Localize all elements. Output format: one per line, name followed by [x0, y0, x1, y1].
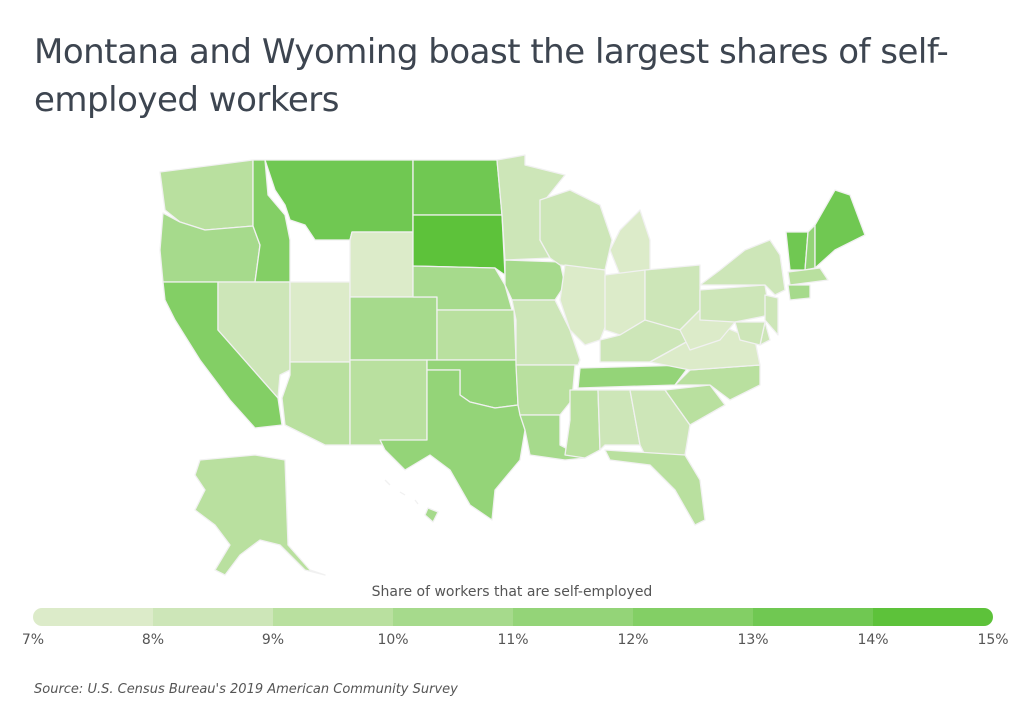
state-ny [699, 239, 786, 296]
us-choropleth-map [159, 154, 866, 576]
legend-tick: 12% [617, 632, 649, 648]
state-az [281, 361, 351, 446]
state-tn [577, 364, 691, 389]
legend-tick: 11% [497, 632, 529, 648]
legend-tick: 14% [857, 632, 889, 648]
chart-title: Montana and Wyoming boast the largest sh… [34, 32, 949, 120]
legend-bin-4 [513, 608, 633, 626]
legend-ticks: 7% 8% 9% 10% 11% 12% 13% 14% 15% [22, 632, 1009, 652]
state-ak [194, 454, 326, 576]
state-md [734, 321, 766, 346]
state-ks [436, 309, 517, 361]
legend-tick: 13% [737, 632, 769, 648]
legend-title: Share of workers that are self-employed [371, 584, 653, 600]
state-co [349, 296, 438, 361]
state-mi [609, 209, 651, 276]
state-nj [764, 294, 779, 336]
state-tx [379, 369, 526, 521]
legend-tick: 8% [141, 632, 165, 648]
state-me [814, 189, 866, 269]
legend-bin-6 [753, 608, 873, 626]
legend-bin-7 [873, 608, 993, 626]
source-note: Source: U.S. Census Bureau's 2019 Americ… [34, 682, 458, 697]
legend-tick: 10% [377, 632, 409, 648]
state-hi [384, 479, 439, 523]
state-mo [511, 299, 581, 366]
legend-bin-0 [33, 608, 153, 626]
state-wi [539, 189, 613, 271]
state-vt [785, 231, 809, 271]
state-ia [504, 259, 566, 301]
legend-color-scale [33, 608, 993, 626]
state-pa [699, 284, 771, 323]
state-nm [349, 359, 428, 446]
state-ut [289, 281, 351, 363]
state-fl [604, 449, 706, 526]
state-la [519, 414, 586, 461]
state-ms [564, 389, 601, 459]
legend-tick: 7% [21, 632, 45, 648]
legend-tick: 9% [261, 632, 285, 648]
legend-bin-3 [393, 608, 513, 626]
state-nd [412, 159, 503, 216]
state-al [597, 389, 641, 451]
state-ct [787, 284, 811, 301]
legend-bin-2 [273, 608, 393, 626]
state-ar [515, 364, 576, 416]
state-ma [787, 267, 829, 286]
legend-bin-1 [153, 608, 273, 626]
state-sd [412, 214, 506, 276]
legend-tick: 15% [977, 632, 1009, 648]
state-wy [349, 231, 414, 298]
state-id [252, 159, 291, 283]
state-sc [664, 384, 726, 426]
legend-bin-5 [633, 608, 753, 626]
